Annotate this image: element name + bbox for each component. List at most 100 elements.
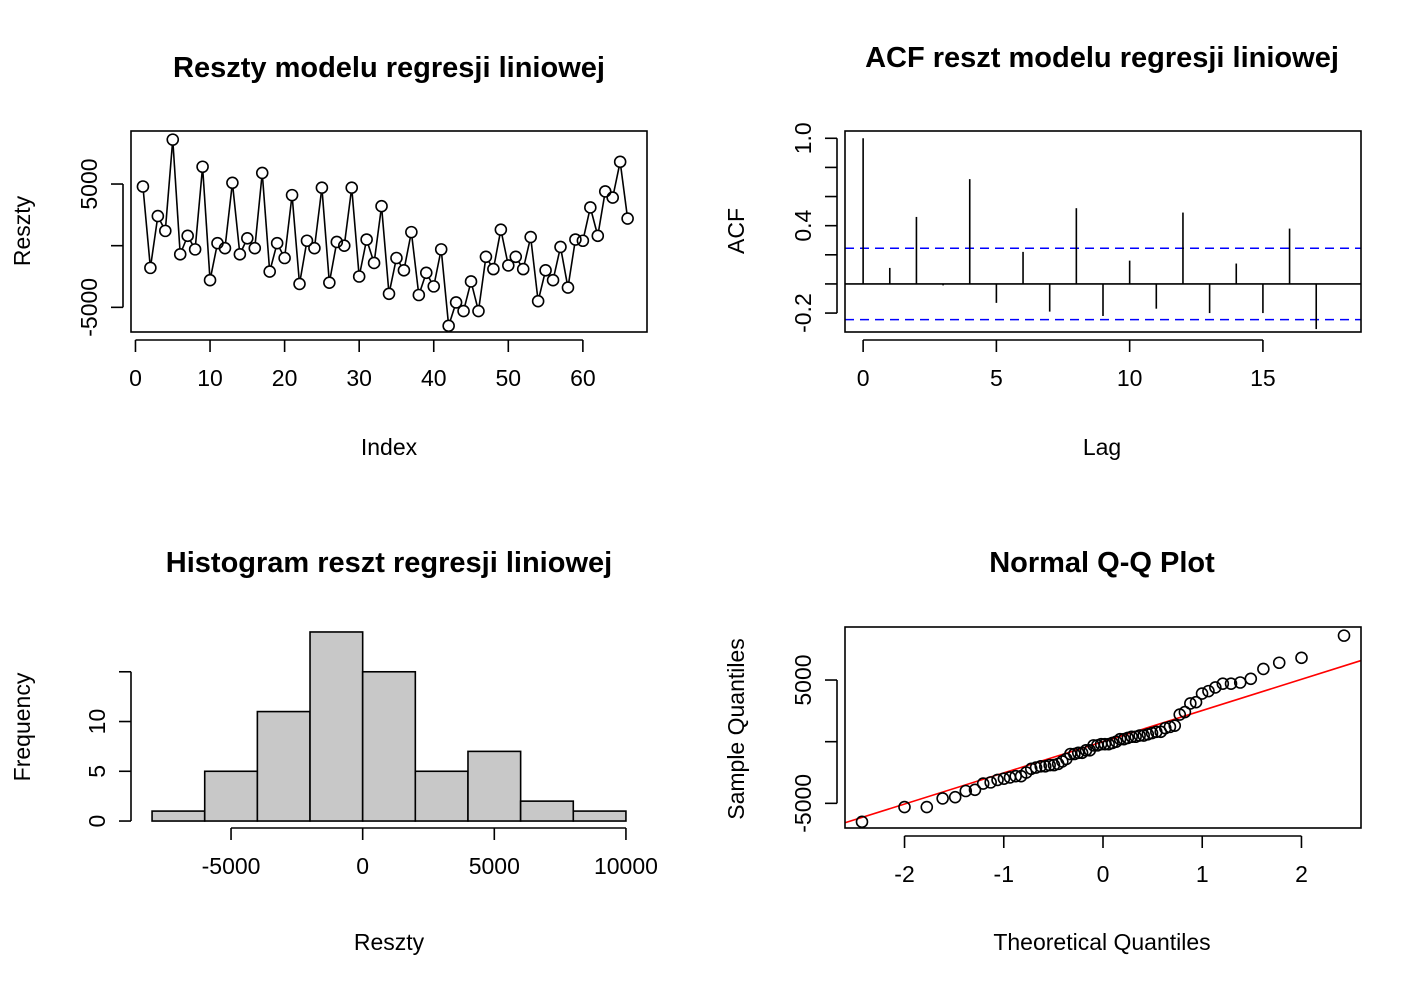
residuals-x-ticks: 0 10 20 30 40 50 60 (129, 339, 596, 391)
qq-y-tick-label: 5000 (790, 654, 816, 705)
qq-point (948, 790, 962, 804)
qq-point (1125, 730, 1138, 744)
residuals-point (613, 155, 627, 169)
residuals-line-segment (210, 248, 218, 275)
residuals-point (323, 276, 336, 289)
acf-x-tick-label: 5 (990, 365, 1003, 391)
histogram-y-tick-label: 0 (84, 815, 110, 828)
qq-title: Normal Q-Q Plot (989, 547, 1215, 579)
histogram-bar (151, 810, 206, 822)
residuals-point (502, 259, 515, 272)
qq-point (1009, 769, 1022, 783)
residuals-point (308, 241, 321, 255)
qq-point (959, 784, 973, 798)
residuals-point (598, 185, 612, 198)
acf-bars (845, 138, 1361, 330)
qq-point (1202, 684, 1215, 698)
qq-point (898, 800, 911, 814)
residuals-point (576, 234, 590, 248)
qq-point (1064, 747, 1077, 761)
qq-point (1113, 732, 1127, 746)
residuals-point (621, 212, 634, 225)
residuals-line-segment (381, 212, 390, 288)
residuals-point (330, 235, 344, 249)
residuals-point (278, 251, 291, 265)
acf-plot-box (844, 130, 1362, 333)
residuals-line-segment (329, 247, 337, 277)
qq-point (920, 800, 934, 814)
residuals-point (397, 264, 411, 277)
acf-y-tick-label: -0.2 (790, 293, 816, 333)
residuals-point (255, 166, 269, 180)
residuals-line-segment (464, 287, 471, 306)
qq-point (1337, 629, 1351, 642)
histogram-y-tick-label: 10 (84, 709, 110, 735)
residuals-point (405, 225, 418, 239)
residuals-point (226, 176, 239, 190)
residuals-point (554, 240, 567, 254)
residuals-x-tick-label: 0 (129, 365, 142, 391)
residuals-point (300, 234, 314, 248)
residuals-point (494, 223, 508, 236)
residuals-line-segment (232, 188, 241, 249)
residuals-line-segment (241, 243, 246, 250)
residuals-line-segment (620, 167, 628, 213)
panel-histogram: Histogram reszt regresji liniowej Reszty… (9, 547, 658, 955)
acf-xlabel: Lag (1083, 434, 1121, 460)
qq-x-tick-label: -1 (994, 861, 1014, 887)
histogram-x-tick-label: 0 (356, 853, 369, 879)
residuals-point (382, 287, 396, 301)
residuals-line-segment (613, 167, 620, 192)
residuals-point (434, 243, 448, 256)
residuals-point (345, 181, 359, 195)
residuals-line-segment (560, 252, 568, 282)
residuals-point (360, 233, 373, 246)
qq-x-tick-label: -2 (894, 861, 914, 887)
residuals-line-segment (254, 178, 263, 243)
residuals-plot-box (130, 130, 648, 333)
residuals-point (449, 296, 463, 309)
residuals-line-segment (493, 235, 501, 264)
histogram-bar (361, 670, 417, 822)
qq-point (1257, 662, 1270, 676)
residuals-x-tick-label: 50 (496, 365, 522, 391)
residuals-point (151, 209, 165, 223)
residuals-point (196, 160, 209, 174)
histogram-y-tick-label: 5 (84, 765, 110, 778)
residuals-x-tick-label: 30 (346, 365, 372, 391)
histogram-bar (519, 800, 575, 822)
qq-point (976, 777, 990, 790)
acf-y-tick-label: 1.0 (790, 122, 816, 154)
residuals-point (352, 270, 366, 283)
residuals-point (248, 241, 262, 255)
qq-x-ticks: -2 -1 0 1 2 (894, 835, 1308, 887)
residuals-line-segment (440, 255, 449, 320)
residuals-point (285, 188, 299, 202)
residuals-line-segment (291, 201, 300, 278)
residuals-series (136, 133, 634, 333)
qq-y-tick-label: -5000 (790, 774, 816, 833)
residuals-point (144, 261, 157, 275)
residuals-line-segment (583, 213, 590, 236)
residuals-point (390, 251, 403, 265)
histogram-x-ticks: -5000 0 5000 10000 (202, 827, 658, 879)
residuals-point (472, 304, 485, 318)
residuals-line-segment (389, 263, 397, 289)
acf-title: ACF reszt modelu regresji liniowej (865, 42, 1339, 74)
histogram-bars (151, 631, 627, 822)
residuals-point (315, 181, 329, 195)
qq-point (1195, 687, 1209, 700)
residuals-y-tick-label: 5000 (76, 158, 102, 209)
residuals-point (263, 265, 276, 278)
residuals-line-segment (270, 248, 277, 266)
residuals-point (218, 241, 232, 255)
residuals-line-segment (321, 193, 330, 277)
panel-qq: Normal Q-Q Plot Theoretical Quantiles Sa… (723, 547, 1362, 955)
residuals-point (509, 250, 523, 264)
qq-point (1029, 761, 1043, 774)
residuals-point (442, 319, 455, 333)
qq-point (1024, 762, 1038, 776)
residuals-line-segment (538, 275, 545, 296)
qq-point (936, 792, 949, 805)
